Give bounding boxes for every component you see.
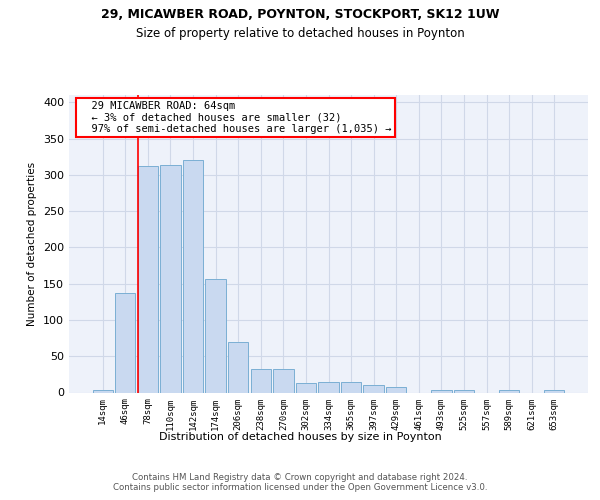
Y-axis label: Number of detached properties: Number of detached properties (28, 162, 37, 326)
Bar (499, 390, 519, 392)
Text: Contains HM Land Registry data © Crown copyright and database right 2024.
Contai: Contains HM Land Registry data © Crown c… (113, 472, 487, 492)
Bar (544, 390, 565, 392)
Bar (454, 390, 474, 392)
Bar (160, 166, 181, 392)
Bar (183, 160, 203, 392)
Text: Distribution of detached houses by size in Poynton: Distribution of detached houses by size … (158, 432, 442, 442)
Bar (138, 166, 158, 392)
Bar (386, 388, 406, 392)
Text: 29, MICAWBER ROAD, POYNTON, STOCKPORT, SK12 1UW: 29, MICAWBER ROAD, POYNTON, STOCKPORT, S… (101, 8, 499, 20)
Bar (228, 342, 248, 392)
Text: 29 MICAWBER ROAD: 64sqm
  ← 3% of detached houses are smaller (32)
  97% of semi: 29 MICAWBER ROAD: 64sqm ← 3% of detached… (79, 101, 392, 134)
Bar (319, 382, 338, 392)
Text: Size of property relative to detached houses in Poynton: Size of property relative to detached ho… (136, 28, 464, 40)
Bar (273, 368, 293, 392)
Bar (341, 382, 361, 392)
Bar (364, 385, 384, 392)
Bar (296, 383, 316, 392)
Bar (115, 293, 136, 392)
Bar (251, 368, 271, 392)
Bar (431, 390, 452, 392)
Bar (205, 278, 226, 392)
Bar (92, 390, 113, 392)
